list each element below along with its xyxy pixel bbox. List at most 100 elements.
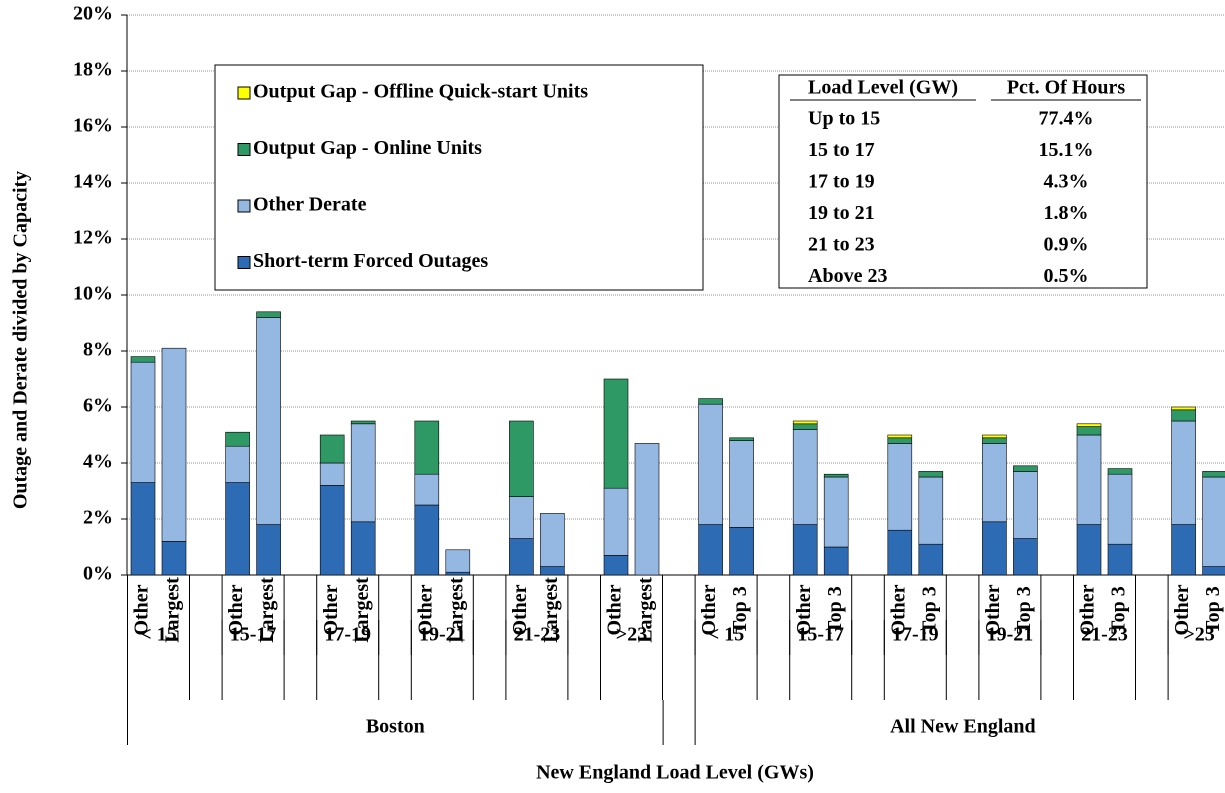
y-tick-label: 16% (73, 115, 113, 137)
legend-label: Output Gap - Offline Quick-start Units (253, 81, 588, 103)
bar-segment (1202, 566, 1225, 576)
load-level-label: 15-17 (230, 624, 277, 646)
bar-segment (698, 398, 723, 405)
bar-segment (161, 541, 187, 576)
bar-segment (130, 361, 156, 483)
load-level-label: 21-23 (514, 624, 561, 646)
x-tick-label: Top 3 (824, 586, 846, 634)
legend-label: Output Gap - Online Units (253, 137, 482, 159)
bar-segment (823, 473, 849, 478)
load-level-label: 17-19 (892, 624, 939, 646)
bar-segment (603, 555, 629, 576)
region-label: Boston (366, 716, 425, 738)
x-tick-label: Top 3 (1202, 586, 1224, 634)
y-tick-label: 4% (83, 451, 113, 473)
bar-segment (319, 434, 345, 464)
bar-segment (225, 431, 250, 447)
x-tick-label: Other (509, 584, 531, 635)
x-tick-label: Other (1077, 584, 1099, 635)
bar-segment (256, 311, 281, 318)
bar-segment (1076, 524, 1102, 576)
bar-segment (982, 437, 1007, 444)
bar-segment (729, 437, 754, 441)
table-cell: 0.5% (1044, 265, 1089, 287)
x-tick-label: Largest (162, 577, 184, 643)
y-tick-label: 18% (73, 59, 113, 81)
y-tick-label: 20% (73, 3, 113, 25)
x-tick-label: Other (698, 584, 720, 635)
bar-segment (1202, 476, 1225, 567)
bar-segment (792, 524, 818, 576)
x-tick-label: Other (320, 584, 342, 635)
bar-segment (698, 403, 723, 525)
load-level-label: 17-19 (324, 624, 371, 646)
x-tick-label: Top 3 (918, 586, 940, 634)
load-level-label: 21-23 (1081, 624, 1128, 646)
table-cell: 19 to 21 (808, 202, 875, 224)
bar-segment (982, 443, 1007, 523)
bar-segment (540, 513, 565, 567)
bar-segment (918, 543, 944, 576)
bar-segment (130, 356, 156, 363)
table-cell: Above 23 (808, 265, 887, 287)
bar-segment (509, 496, 534, 539)
bar-segment (1013, 538, 1038, 576)
table-header: Pct. Of Hours (1007, 77, 1126, 99)
bar-segment (1107, 473, 1133, 545)
y-tick-label: 8% (83, 339, 113, 361)
bar-segment (729, 527, 754, 576)
y-tick-label: 2% (83, 507, 113, 529)
bar-segment (792, 423, 818, 430)
bar-segment (634, 443, 660, 576)
bar-segment (1107, 468, 1133, 475)
bar-segment (982, 521, 1007, 576)
x-tick-label: Largest (540, 577, 562, 643)
bar-segment (698, 524, 723, 576)
bar-segment (1013, 465, 1038, 472)
x-tick-label: Largest (256, 577, 278, 643)
bar-segment (982, 434, 1007, 439)
table-cell: Up to 15 (808, 108, 880, 130)
bar-segment (918, 476, 944, 545)
y-tick-label: 6% (83, 395, 113, 417)
x-tick-label: Other (131, 584, 153, 635)
table-cell: 77.4% (1039, 108, 1094, 130)
table-cell: 0.9% (1044, 234, 1089, 256)
x-tick-label: Top 3 (1108, 586, 1130, 634)
bar-segment (319, 485, 345, 576)
bar-segment (509, 538, 534, 576)
bar-segment (256, 524, 281, 576)
bar-segment (887, 434, 913, 439)
table-box (778, 74, 1148, 289)
bar-segment (1171, 524, 1196, 576)
x-tick-label: Largest (635, 577, 657, 643)
bar-segment (509, 420, 534, 497)
legend-swatch (237, 256, 251, 269)
bar-segment (350, 420, 376, 425)
load-level-label: < 15 (708, 624, 744, 646)
legend-label: Other Derate (253, 194, 367, 216)
bar-segment (130, 482, 156, 576)
bar-segment (1171, 406, 1196, 411)
x-tick-label: Other (887, 584, 909, 635)
legend-swatch (237, 143, 251, 156)
y-tick-label: 12% (73, 227, 113, 249)
load-level-label: 19-21 (419, 624, 466, 646)
x-tick-label: Other (414, 584, 436, 635)
legend-swatch (237, 86, 251, 100)
bar-segment (225, 445, 250, 483)
bar-segment (445, 549, 471, 573)
x-tick-label: Other (225, 584, 247, 635)
bar-segment (1171, 420, 1196, 525)
bar-segment (225, 482, 250, 576)
x-tick-label: Other (982, 584, 1004, 635)
table-cell: 21 to 23 (808, 234, 875, 256)
bar-segment (161, 347, 187, 542)
bar-segment (823, 476, 849, 548)
x-tick-label: Other (1171, 584, 1193, 635)
table-cell: 15 to 17 (808, 139, 875, 161)
bar-segment (1202, 471, 1225, 478)
bar-segment (1076, 426, 1102, 436)
bar-segment (414, 473, 440, 506)
